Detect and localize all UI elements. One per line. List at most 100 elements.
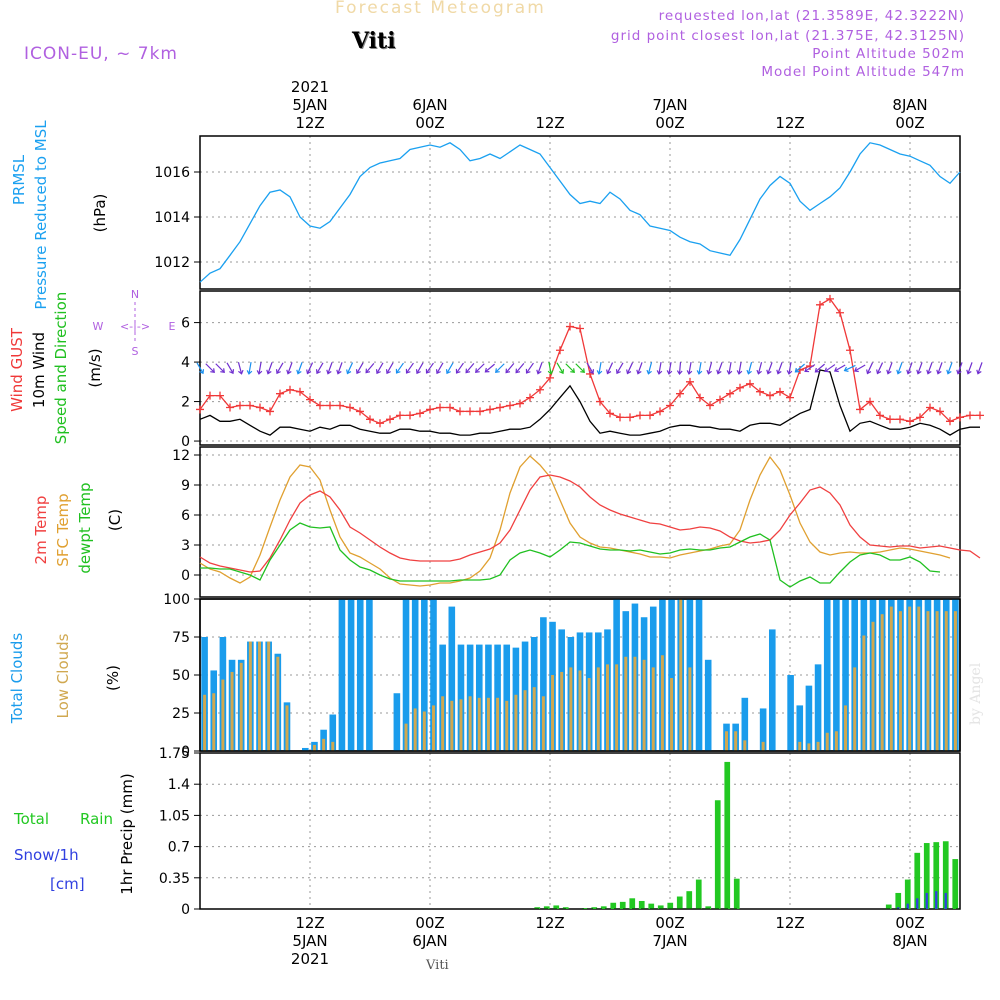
low-cloud-bar — [450, 700, 454, 751]
pressure-line — [199, 142, 961, 283]
wind-direction-arrow — [484, 363, 495, 373]
wind-direction-arrow — [804, 364, 816, 373]
requested-coords: requested lon,lat (21.3589E, 42.3222N) — [658, 8, 965, 24]
rain-bar — [714, 800, 721, 909]
rain-bar — [895, 892, 902, 909]
pressure-unit: (hPa) — [91, 194, 109, 233]
total-cloud-bar — [540, 617, 547, 751]
total-cloud-bar — [366, 599, 373, 751]
low-cloud-bar — [212, 693, 216, 751]
y-tick-label: 0.7 — [168, 840, 190, 856]
total-clouds-label: Total Clouds — [8, 633, 26, 725]
x-axis-top-label: 00Z — [655, 114, 684, 132]
wind-direction-arrow — [736, 361, 743, 375]
rain-bar — [914, 852, 921, 909]
low-cloud-bar — [578, 670, 582, 751]
low-cloud-bar — [477, 697, 481, 751]
rain-bar — [581, 908, 588, 909]
gust-marker — [846, 346, 854, 355]
wind-direction-arrow — [326, 362, 333, 375]
gust-marker — [536, 385, 544, 394]
clouds-frame-overlay — [199, 598, 961, 752]
wind-direction-arrow — [375, 362, 384, 375]
wind-direction-arrow — [936, 362, 943, 375]
rain-bar — [733, 878, 740, 909]
wind-direction-arrow — [814, 363, 825, 373]
sfc-temp-label: SFC Temp — [54, 493, 72, 566]
clouds-panel: 0 25 50 75 100 — [163, 592, 961, 760]
wind-direction-arrow — [336, 362, 343, 375]
gust-marker — [786, 393, 794, 402]
x-axis-bottom-label: 5JAN — [292, 932, 327, 950]
gust-marker — [276, 389, 284, 398]
total-cloud-bar — [329, 714, 337, 751]
low-cloud-bar — [203, 694, 207, 751]
x-axis-top-label: 5JAN — [292, 96, 327, 114]
total-cloud-bar — [402, 599, 410, 751]
total-cloud-bar — [411, 599, 419, 751]
y-tick-label: 1012 — [154, 255, 190, 271]
rain-bar — [942, 841, 949, 909]
low-cloud-bar — [853, 667, 857, 751]
compass-north: N — [131, 288, 139, 301]
low-cloud-bar — [276, 656, 280, 751]
precip-frame — [199, 752, 961, 910]
x-axis-bottom-label: 12Z — [295, 914, 324, 932]
wind-direction-arrow — [306, 362, 314, 375]
wind-direction-arrow — [626, 362, 634, 375]
low-cloud-bar — [486, 697, 490, 751]
y-tick-label: 9 — [181, 478, 190, 494]
gust-marker — [346, 403, 354, 412]
total-cloud-bar — [814, 664, 822, 751]
rain-bar — [667, 902, 674, 909]
wind-10m-label: 10m Wind — [30, 332, 48, 408]
wind-speed-line — [199, 369, 980, 436]
wind-direction-arrow — [786, 361, 793, 375]
compass-rose: NSW E<-|-> — [93, 288, 176, 358]
total-cloud-bar — [448, 606, 456, 751]
total-cloud-bar — [430, 599, 437, 751]
wind-direction-arrow — [676, 361, 683, 375]
low-cloud-bar — [935, 611, 939, 751]
y-tick-label: 12 — [172, 448, 190, 464]
gust-marker — [576, 324, 584, 333]
wind-direction-arrow — [756, 362, 763, 375]
gust-marker — [676, 389, 684, 398]
gust-marker — [226, 403, 234, 412]
y-tick-label: 1.4 — [168, 777, 190, 793]
low-cloud-bar — [230, 671, 234, 751]
rain-bar — [923, 843, 930, 909]
low-cloud-bar — [505, 700, 509, 751]
wind-direction-arrow — [666, 361, 673, 375]
rain-bar — [591, 907, 598, 909]
wind-direction-arrow — [853, 364, 866, 373]
wind-direction-arrow — [886, 362, 893, 375]
wind-direction-arrow — [296, 362, 303, 375]
wind-direction-arrow — [445, 362, 454, 375]
gust-marker — [296, 387, 304, 396]
gust-marker — [526, 393, 534, 402]
gust-marker — [826, 294, 834, 303]
wind-direction-arrow — [355, 362, 364, 375]
rain-bar — [600, 906, 607, 909]
gust-marker — [816, 300, 824, 309]
wind-direction-arrow — [275, 362, 284, 375]
total-cloud-bar — [393, 693, 401, 751]
gust-marker — [666, 401, 674, 410]
gust-marker — [356, 407, 364, 416]
low-cloud-bar — [816, 741, 820, 751]
wind-unit: (m/s) — [86, 348, 104, 387]
x-axis-bottom-label: 8JAN — [892, 932, 927, 950]
total-cloud-bar — [833, 599, 840, 751]
low-cloud-bar — [761, 741, 765, 751]
snow-bar — [916, 898, 919, 909]
rain-bar — [695, 879, 702, 909]
wind-direction-arrow — [596, 361, 603, 375]
rain-bar — [705, 906, 712, 909]
gust-marker — [406, 411, 414, 420]
rain-bar — [686, 891, 693, 909]
gust-marker — [916, 413, 924, 422]
rain-bar — [648, 903, 655, 909]
wind-direction-label: Speed and Direction — [52, 292, 70, 445]
gust-marker — [746, 379, 754, 388]
